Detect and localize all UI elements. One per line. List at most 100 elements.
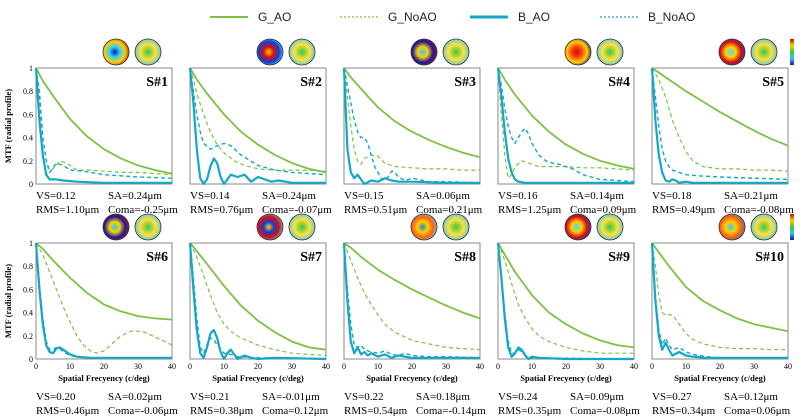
x-tick-label: 10: [220, 362, 228, 371]
legend-item-b-noao: B_NoAO: [600, 10, 695, 24]
stat-sa: SA=0.06μm: [416, 190, 470, 202]
legend-label: G_NoAO: [388, 10, 437, 24]
series-g-noao: [189, 67, 327, 172]
series-g-noao: [497, 67, 635, 179]
stat-vs: VS=0.22: [344, 391, 384, 403]
series-g-ao: [343, 242, 481, 320]
wavefront-map-noao: [564, 213, 592, 241]
y-tick-label: 0.2: [23, 157, 33, 166]
wavefront-map-ao: [750, 38, 778, 66]
y-tick-label: 1: [29, 64, 33, 73]
x-tick-label: 40: [168, 362, 176, 371]
panel-3: S#3 VS=0.15 SA=0.06μm RMS=0.51μm Coma=0.21μm: [342, 38, 483, 216]
legend-label: B_AO: [518, 10, 550, 24]
x-tick-label: 30: [134, 362, 142, 371]
series-g-ao: [343, 67, 481, 159]
y-tick-label: 0.6: [23, 285, 33, 294]
plot-frame: [651, 67, 789, 185]
x-tick-label: 0: [496, 362, 500, 371]
panel-5: S#5 VS=0.18 SA=0.21μm RMS=0.49μm Coma=-0.08μ…: [650, 38, 794, 216]
x-tick-label: 0: [188, 362, 192, 371]
panel-title: S#8: [454, 250, 476, 265]
series-g-ao: [497, 67, 635, 170]
y-tick-label: 1: [29, 239, 33, 248]
stat-sa: SA=0.18μm: [416, 391, 470, 403]
x-tick-label: 30: [288, 362, 296, 371]
x-tick-label: 0: [342, 362, 346, 371]
stat-rms: RMS=0.49μm: [652, 204, 716, 216]
wavefront-map-noao: [256, 38, 284, 66]
series-g-noao: [189, 242, 327, 357]
series-g-ao: [651, 67, 789, 147]
stat-vs: VS=0.12: [36, 190, 76, 202]
stat-vs: VS=0.16: [498, 190, 538, 202]
x-tick-label: 10: [66, 362, 74, 371]
x-axis-label: Spatial Frecyency (c/deg): [366, 373, 458, 383]
wavefront-map-ao: [442, 38, 470, 66]
x-axis-label: Spatial Frecyency (c/deg): [58, 373, 150, 383]
y-axis-label: MTF (radial profile): [3, 264, 13, 338]
series-b-noao: [497, 67, 635, 183]
stat-coma: Coma=-0.08μm: [724, 204, 794, 216]
x-tick-label: 30: [596, 362, 604, 371]
panel-10: 0 10 20 30 40 Spatial Frecyency (c/deg) S#10 VS…: [650, 213, 794, 416]
stat-vs: VS=0.18: [652, 190, 692, 202]
series-g-ao: [35, 242, 173, 321]
stat-coma: Coma=0.09μm: [570, 204, 637, 216]
series-b-ao: [342, 67, 480, 186]
series-b-ao: [496, 242, 634, 361]
plot-frame: [343, 242, 481, 360]
stat-rms: RMS=0.34μm: [652, 405, 716, 416]
x-tick-label: 10: [374, 362, 382, 371]
stat-vs: VS=0.14: [190, 190, 230, 202]
x-tick-label: 10: [528, 362, 536, 371]
stat-vs: VS=0.20: [36, 391, 76, 403]
x-tick-label: 40: [784, 362, 792, 371]
legend-item-g-ao: G_AO: [210, 10, 291, 24]
stat-coma: Coma=0.06μm: [724, 405, 791, 416]
series-g-ao: [35, 67, 173, 175]
legend: G_AO G_NoAO B_AO B_NoAO: [210, 10, 695, 24]
legend-item-g-noao: G_NoAO: [340, 10, 437, 24]
series-g-noao: [497, 242, 634, 354]
series-g-noao: [35, 242, 173, 354]
series-g-ao: [189, 242, 327, 351]
stat-sa: SA=0.24μm: [262, 190, 316, 202]
stat-coma: Coma=-0.07μm: [262, 204, 332, 216]
legend-label: G_AO: [258, 10, 291, 24]
panel-6: 0 0.2 0.4 0.6 0.8 1 MTF (radial profile) 0 10 20 3…: [3, 213, 178, 416]
y-tick-label: 0.8: [23, 87, 33, 96]
wavefront-map-noao: [102, 38, 130, 66]
stat-rms: RMS=0.35μm: [498, 405, 562, 416]
stat-coma: Coma=-0.08μm: [570, 405, 640, 416]
wavefront-map-ao: [288, 38, 316, 66]
stat-vs: VS=0.27: [652, 391, 692, 403]
series-b-ao: [342, 242, 480, 359]
wavefront-map-noao: [410, 38, 438, 66]
series-b-noao: [651, 67, 789, 181]
y-tick-label: 0.6: [23, 110, 33, 119]
legend-label: B_NoAO: [648, 10, 695, 24]
wavefront-map-noao: [718, 38, 746, 66]
stat-vs: VS=0.21: [190, 391, 230, 403]
plot-frame: [35, 242, 173, 360]
x-tick-label: 30: [750, 362, 758, 371]
wavefront-map-ao: [134, 213, 162, 241]
x-tick-label: 40: [630, 362, 638, 371]
stat-coma: Coma=-0.06μm: [108, 405, 178, 416]
series-b-ao: [496, 67, 634, 184]
x-tick-label: 20: [100, 362, 108, 371]
wavefront-map-noao: [256, 213, 284, 241]
panel-title: S#7: [300, 250, 322, 265]
panel-2: S#2 VS=0.14 SA=0.24μm RMS=0.76μm Coma=-0.07μ…: [188, 38, 332, 216]
series-b-ao: [650, 242, 788, 359]
series-b-ao: [34, 242, 172, 359]
panel-title: S#4: [608, 75, 630, 90]
series-g-noao: [343, 242, 481, 351]
x-axis-label: Spatial Frecyency (c/deg): [212, 373, 304, 383]
stat-sa: SA=0.02μm: [108, 391, 162, 403]
x-tick-label: 20: [254, 362, 262, 371]
y-tick-label: 0.4: [23, 309, 33, 318]
x-tick-label: 40: [476, 362, 484, 371]
stat-rms: RMS=1.10μm: [36, 204, 100, 216]
